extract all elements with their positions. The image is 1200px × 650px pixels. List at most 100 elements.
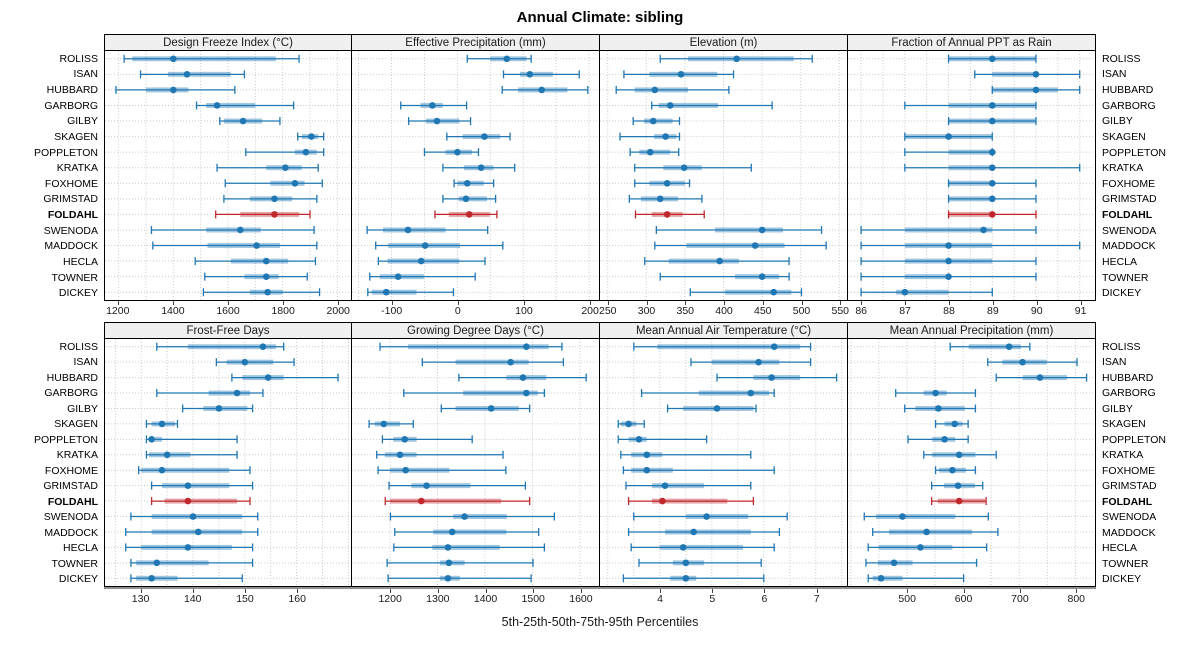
percentile-row-poppleton bbox=[629, 148, 680, 157]
station-label-kratka: KRATKA bbox=[1102, 162, 1144, 175]
station-label-gilby: GILBY bbox=[67, 115, 98, 128]
panel-header-elevation: Elevation (m) bbox=[600, 34, 848, 51]
x-axis-elevation: 250 300 350 400 450 500 550 bbox=[599, 301, 849, 322]
percentile-row-grimstad bbox=[388, 481, 527, 490]
panel-header-growing-degree-days: Growing Degree Days (°C) bbox=[352, 322, 600, 339]
station-label-towner: TOWNER bbox=[51, 557, 98, 570]
tick-mark bbox=[391, 301, 393, 305]
percentile-row-isan bbox=[215, 358, 295, 367]
station-label-swenoda: SWENODA bbox=[43, 511, 98, 524]
percentile-row-foldahl bbox=[434, 210, 498, 219]
tick-mark bbox=[140, 589, 142, 593]
station-label-garborg: GARBORG bbox=[44, 387, 98, 400]
x-axis-mean-annual-air-temperature: 4 5 6 7 bbox=[600, 587, 848, 608]
percentile-row-swenoda bbox=[366, 225, 489, 234]
percentile-row-dickey bbox=[689, 288, 803, 297]
percentile-row-skagen bbox=[904, 132, 993, 141]
station-label-skagen: SKAGEN bbox=[54, 130, 98, 143]
percentile-row-dickey bbox=[130, 574, 243, 583]
tick-label: 86 bbox=[855, 305, 867, 317]
tick-label: 1800 bbox=[271, 305, 295, 317]
percentile-row-gilby bbox=[407, 117, 472, 126]
tick-label: 90 bbox=[1030, 305, 1043, 317]
station-label-towner: TOWNER bbox=[1102, 557, 1149, 570]
percentile-row-garborg bbox=[400, 101, 468, 110]
axis-caption: 5th-25th-50th-75th-95th Percentiles bbox=[501, 615, 699, 629]
plot-canvas bbox=[352, 339, 599, 586]
station-label-foldahl: FOLDAHL bbox=[1102, 495, 1153, 508]
station-label-roliss: ROLISS bbox=[59, 340, 98, 353]
tick-label: 1500 bbox=[521, 593, 545, 605]
tick-mark bbox=[192, 589, 194, 593]
tick-mark bbox=[244, 589, 246, 593]
corner bbox=[1096, 301, 1200, 322]
station-label-swenoda: SWENODA bbox=[1102, 511, 1157, 524]
station-label-isan: ISAN bbox=[1102, 356, 1127, 369]
percentile-row-foldahl bbox=[150, 497, 251, 506]
percentile-row-kratka bbox=[923, 450, 997, 459]
percentile-row-maddock bbox=[125, 527, 259, 536]
percentile-row-dickey bbox=[622, 574, 765, 583]
tick-label: 800 bbox=[1067, 593, 1086, 605]
station-label-hubbard: HUBBARD bbox=[1102, 84, 1154, 97]
station-label-poppleton: POPPLETON bbox=[1102, 146, 1166, 159]
percentile-row-foldahl bbox=[947, 210, 1037, 219]
station-labels-bottom-right: ROLISS ISAN HUBBARD GARBORG GILBY SKAGEN POPPL… bbox=[1096, 339, 1200, 587]
percentile-row-towner bbox=[860, 272, 1037, 281]
percentile-row-foxhome bbox=[622, 466, 775, 475]
percentile-row-roliss bbox=[156, 342, 285, 351]
percentile-row-isan bbox=[139, 70, 246, 79]
percentile-row-roliss bbox=[633, 342, 812, 351]
percentile-row-gilby bbox=[440, 404, 531, 413]
percentile-row-grimstad bbox=[628, 194, 703, 203]
percentile-row-skagen bbox=[145, 419, 179, 428]
percentile-row-hecla bbox=[867, 543, 988, 552]
station-labels-bottom-left: ROLISS ISAN HUBBARD GARBORG GILBY SKAGEN POPPL… bbox=[0, 339, 104, 587]
plot-canvas bbox=[600, 51, 847, 300]
station-label-foxhome: FOXHOME bbox=[44, 177, 98, 190]
station-label-hecla: HECLA bbox=[1102, 542, 1138, 555]
tick-mark bbox=[905, 301, 907, 305]
station-label-foxhome: FOXHOME bbox=[1102, 177, 1156, 190]
panel-header-design-freeze-index: Design Freeze Index (°C) bbox=[104, 34, 352, 51]
tick-mark bbox=[228, 301, 229, 305]
percentile-row-hecla bbox=[125, 543, 254, 552]
percentile-row-towner bbox=[369, 272, 476, 281]
tick-mark bbox=[660, 589, 662, 593]
percentile-row-foxhome bbox=[138, 466, 251, 475]
station-label-maddock: MADDOCK bbox=[44, 526, 98, 539]
station-label-gilby: GILBY bbox=[67, 402, 98, 415]
tick-label: 1300 bbox=[426, 593, 450, 605]
x-axis-effective-precipitation: -100 0 100 200 bbox=[352, 301, 600, 322]
tick-mark bbox=[533, 589, 535, 593]
station-label-dickey: DICKEY bbox=[58, 573, 98, 586]
station-label-hubbard: HUBBARD bbox=[1102, 371, 1154, 384]
percentile-row-garborg bbox=[195, 101, 295, 110]
x-axis-growing-degree-days: 1200 1300 1400 1500 1600 bbox=[352, 587, 600, 608]
station-label-isan: ISAN bbox=[1102, 68, 1127, 81]
panel-frost-free-days bbox=[104, 339, 352, 587]
corner bbox=[1096, 322, 1200, 339]
percentile-row-towner bbox=[204, 272, 308, 281]
panel-grid: Design Freeze Index (°C) Effective Preci… bbox=[0, 34, 1200, 636]
percentile-row-maddock bbox=[654, 241, 827, 250]
percentile-row-dickey bbox=[860, 288, 993, 297]
tick-mark bbox=[590, 301, 592, 305]
percentile-row-towner bbox=[638, 558, 762, 567]
percentile-row-isan bbox=[502, 70, 580, 79]
percentile-row-kratka bbox=[620, 450, 752, 459]
station-label-kratka: KRATKA bbox=[56, 449, 98, 462]
tick-mark bbox=[338, 301, 340, 305]
station-label-kratka: KRATKA bbox=[1102, 449, 1144, 462]
panel-header-fraction-ppt-rain: Fraction of Annual PPT as Rain bbox=[848, 34, 1096, 51]
corner bbox=[1096, 587, 1200, 608]
percentile-row-maddock bbox=[152, 241, 318, 250]
percentile-row-maddock bbox=[860, 241, 1081, 250]
tick-mark bbox=[437, 589, 439, 593]
station-label-garborg: GARBORG bbox=[1102, 387, 1156, 400]
station-label-foxhome: FOXHOME bbox=[44, 464, 98, 477]
percentile-row-grimstad bbox=[947, 194, 1037, 203]
plot-canvas bbox=[600, 339, 847, 586]
tick-label: 500 bbox=[792, 305, 811, 317]
panel-growing-degree-days bbox=[352, 339, 600, 587]
